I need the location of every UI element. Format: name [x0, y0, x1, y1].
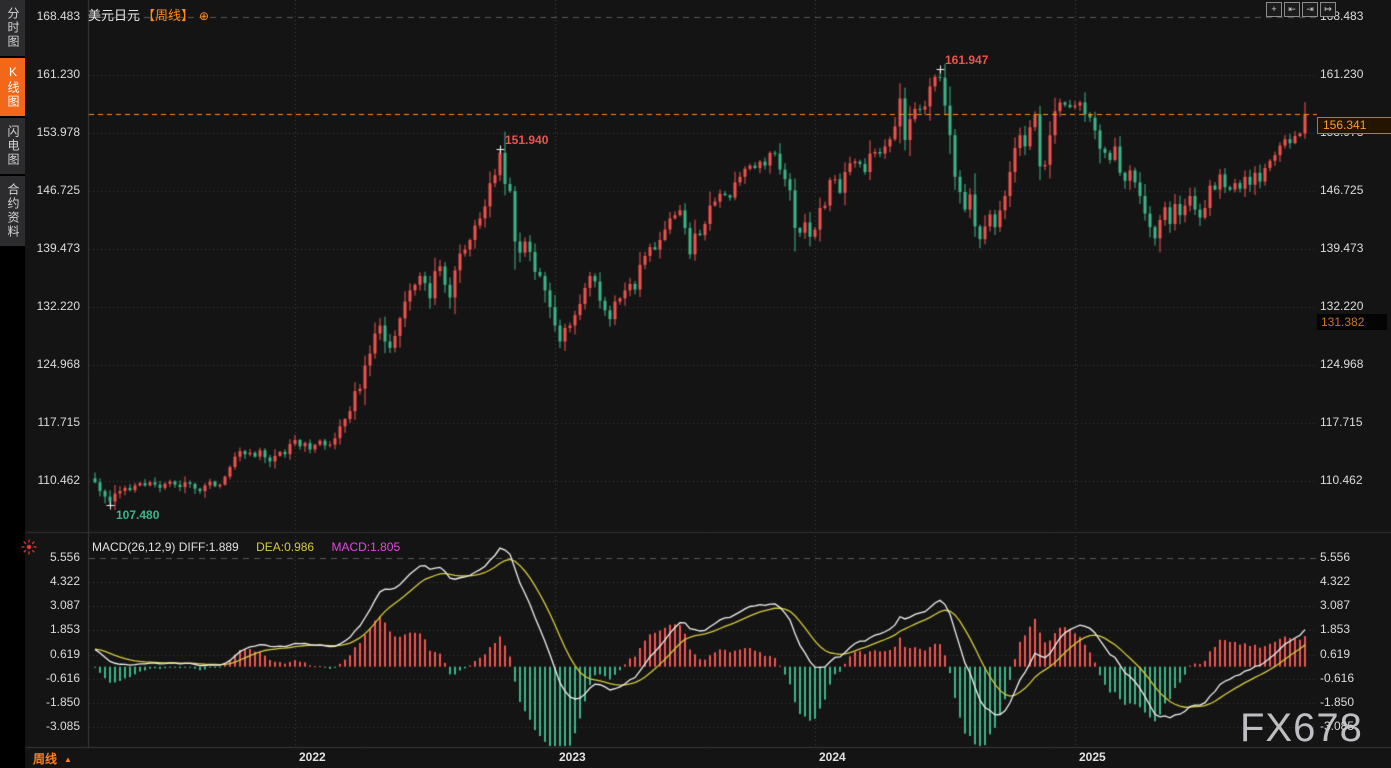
x-axis-year-label: 2024 — [819, 750, 846, 764]
price-high-annotation: 151.940 — [505, 133, 549, 148]
macd-axis-label: 0.619 — [49, 646, 80, 661]
macd-axis-label: 3.087 — [1320, 598, 1351, 613]
macd-axis-label: 4.322 — [49, 574, 80, 589]
macd-indicator-header: MACD(26,12,9) DIFF:1.889 DEA:0.986 MACD:… — [92, 540, 400, 554]
period-tag: 【周线】 — [142, 8, 195, 23]
chart-toolbar: + ⇤ ⇥ ↦ — [1266, 2, 1336, 17]
price-axis-label: 110.462 — [37, 473, 81, 487]
macd-axis-label: 5.556 — [1320, 550, 1351, 564]
macd-axis-label: 0.619 — [1320, 646, 1351, 661]
scale-x-axis-button[interactable]: ⇤ — [1284, 2, 1300, 17]
sidebar-item-time-chart[interactable]: 分时图 — [0, 0, 25, 56]
macd-value: MACD:1.805 — [331, 540, 401, 554]
macd-axis-label: 4.322 — [1320, 574, 1351, 589]
indicator-alert-icon[interactable] — [20, 538, 38, 556]
price-axis-label: 132.220 — [1320, 299, 1364, 313]
price-axis-label: 124.968 — [1320, 357, 1364, 371]
price-axis-label: 168.483 — [36, 9, 80, 23]
price-axis-label: 139.473 — [36, 241, 80, 255]
sidebar-item-lightning-chart[interactable]: 闪电图 — [0, 118, 25, 174]
macd-axis-label: -1.850 — [1320, 694, 1355, 709]
macd-axis-label: -1.850 — [45, 694, 80, 709]
period-label: 周线 — [33, 752, 58, 766]
price-axis-label: 139.473 — [1320, 241, 1364, 255]
macd-axis-label: 1.853 — [49, 622, 80, 637]
period-selector[interactable]: 周线 ▲ — [33, 750, 72, 767]
sidebar-item-contract-info[interactable]: 合约资料 — [0, 176, 25, 246]
price-axis-label: 117.715 — [1320, 415, 1363, 429]
price-high-annotation: 161.947 — [945, 53, 989, 68]
x-axis-year-label: 2022 — [299, 750, 326, 764]
pan-tool-button[interactable]: + — [1266, 2, 1282, 17]
sidebar-item-kline-chart[interactable]: K线图 — [0, 58, 25, 116]
x-axis-year-label: 2023 — [559, 750, 586, 764]
macd-axis-label: -0.616 — [1320, 670, 1355, 685]
price-axis-label: 124.968 — [36, 357, 80, 371]
macd-axis-label: -3.085 — [45, 718, 80, 733]
price-axis-label: 146.725 — [36, 183, 80, 197]
price-low-annotation: 107.480 — [116, 507, 160, 522]
chart-title: 美元日元 【周线】 ⊕ — [88, 5, 209, 24]
macd-axis-label: -3.085 — [1320, 718, 1355, 733]
level-price-label: 131.382 — [1317, 314, 1387, 330]
macd-axis-label: 1.853 — [1320, 622, 1351, 637]
price-axis-label: 117.715 — [37, 415, 81, 429]
price-axis-label: 146.725 — [1320, 183, 1364, 197]
macd-axis-label: 5.556 — [49, 550, 80, 564]
macd-dea-value: DEA:0.986 — [256, 540, 315, 554]
macd-params-diff-value: MACD(26,12,9) DIFF:1.889 — [92, 540, 239, 554]
price-axis-label: 110.462 — [1320, 473, 1363, 487]
price-axis-label: 153.978 — [36, 125, 80, 139]
symbol-name: 美元日元 — [88, 8, 141, 23]
chevron-up-icon: ▲ — [64, 755, 72, 764]
current-price-label: 156.341 — [1317, 117, 1391, 134]
macd-axis-label: -0.616 — [45, 670, 80, 685]
exit-chart-button[interactable]: ↦ — [1320, 2, 1336, 17]
scale-y-axis-button[interactable]: ⇥ — [1302, 2, 1318, 17]
macd-axis-label: 3.087 — [49, 598, 80, 613]
watermark: FX678 — [1240, 706, 1363, 750]
sidebar: 分时图 K线图 闪电图 合约资料 — [0, 0, 25, 768]
x-axis-year-label: 2025 — [1079, 750, 1106, 764]
price-axis-label: 132.220 — [36, 299, 80, 313]
price-axis-label: 161.230 — [36, 67, 80, 81]
add-indicator-icon[interactable]: ⊕ — [199, 9, 210, 23]
price-axis-label: 161.230 — [1320, 67, 1364, 81]
